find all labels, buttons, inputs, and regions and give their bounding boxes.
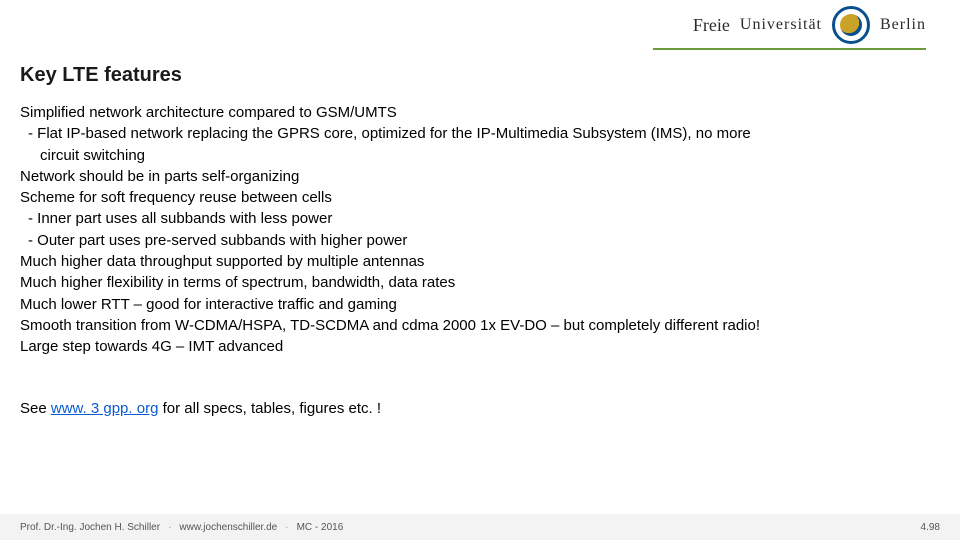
logo-city: Berlin <box>880 16 926 34</box>
logo-script: Freie <box>693 15 730 36</box>
reference-suffix: for all specs, tables, figures etc. ! <box>163 400 381 417</box>
body-line: Scheme for soft frequency reuse between … <box>20 187 940 208</box>
body-line: Smooth transition from W-CDMA/HSPA, TD-S… <box>20 315 940 336</box>
body-line: Large step towards 4G – IMT advanced <box>20 336 940 357</box>
body-line: - Inner part uses all subbands with less… <box>20 208 940 229</box>
reference-link[interactable]: www. 3 gpp. org <box>51 400 159 417</box>
body-line: circuit switching <box>20 145 940 166</box>
university-logo: Freie Universität Berlin <box>653 6 926 50</box>
body-line: - Flat IP-based network replacing the GP… <box>20 123 940 144</box>
footer-sep: · <box>285 522 288 533</box>
footer: Prof. Dr.-Ing. Jochen H. Schiller · www.… <box>0 514 960 540</box>
slide-body: Simplified network architecture compared… <box>20 102 940 358</box>
body-line: Much lower RTT – good for interactive tr… <box>20 294 940 315</box>
slide: Freie Universität Berlin Key LTE feature… <box>0 0 960 540</box>
body-line: Much higher data throughput supported by… <box>20 251 940 272</box>
body-line: Network should be in parts self-organizi… <box>20 166 940 187</box>
footer-author: Prof. Dr.-Ing. Jochen H. Schiller <box>20 522 160 533</box>
reference-line: See www. 3 gpp. org for all specs, table… <box>20 400 381 417</box>
footer-course: MC - 2016 <box>297 522 344 533</box>
slide-title: Key LTE features <box>20 64 182 87</box>
footer-site: www.jochenschiller.de <box>179 522 277 533</box>
footer-sep: · <box>168 522 171 533</box>
seal-icon <box>832 6 870 44</box>
body-line: - Outer part uses pre-served subbands wi… <box>20 230 940 251</box>
footer-page: 4.98 <box>921 522 940 533</box>
logo-word: Universität <box>740 16 822 34</box>
body-line: Much higher flexibility in terms of spec… <box>20 272 940 293</box>
body-line: Simplified network architecture compared… <box>20 102 940 123</box>
reference-prefix: See <box>20 400 51 417</box>
